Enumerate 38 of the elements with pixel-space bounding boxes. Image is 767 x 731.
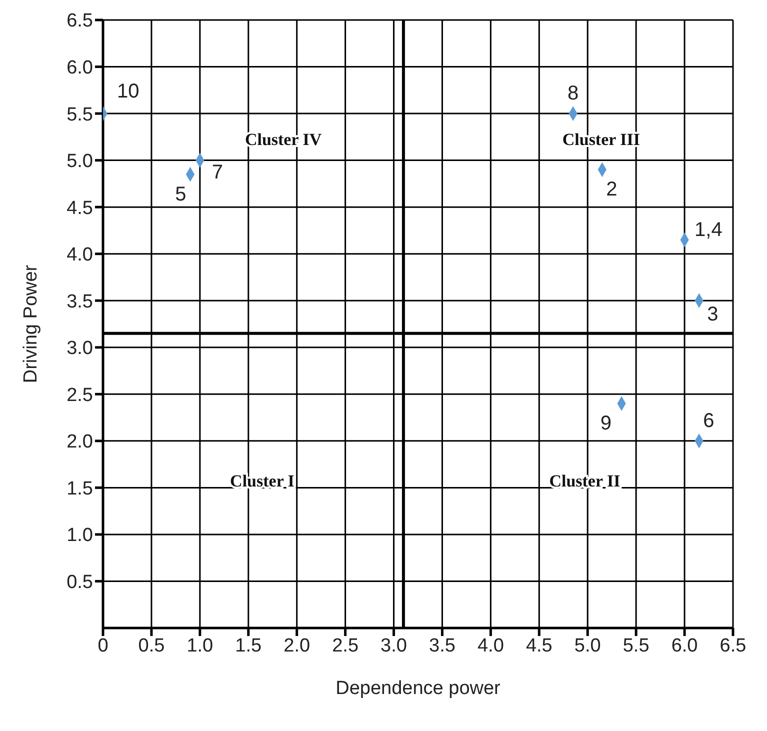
x-tick-label: 2.5	[332, 635, 359, 656]
x-tick-label: 3.0	[380, 635, 407, 656]
annotation: 2	[606, 178, 618, 201]
y-tick-label: 2.5	[66, 384, 93, 406]
annotation: 8	[568, 82, 579, 105]
x-tick-label: 0	[98, 635, 108, 656]
y-tick-label: 4.5	[66, 198, 93, 219]
y-tick-label: 2.0	[66, 432, 93, 453]
x-axis-title: Dependence power	[336, 678, 502, 699]
y-tick-label: 5.5	[66, 104, 93, 126]
y-tick-label: 1.0	[66, 525, 93, 546]
x-tick-label: 5.5	[622, 635, 650, 656]
x-tick-label: 3.5	[429, 635, 456, 656]
y-tick-label: 3.0	[66, 338, 93, 360]
annotation: 5	[175, 183, 186, 206]
y-tick-label: 5.0	[66, 151, 93, 172]
annotation: 7	[212, 161, 224, 184]
x-tick-label: 6.0	[671, 635, 698, 656]
annotation: 9	[600, 412, 612, 435]
x-tick-label: 4.0	[477, 635, 504, 656]
x-tick-label: 1.0	[186, 635, 214, 656]
annotation: 6	[703, 410, 714, 432]
x-tick-label: 4.5	[526, 635, 552, 656]
y-axis-title: Driving Power	[20, 264, 42, 384]
y-tick-label: 6.0	[66, 58, 93, 79]
y-tick-label: 6.5	[66, 10, 93, 32]
y-tick-label: 4.0	[66, 244, 93, 266]
y-tick-label: 3.5	[66, 291, 93, 312]
x-tick-label: 2.0	[284, 635, 310, 656]
x-tick-label: 0.5	[138, 635, 165, 656]
y-tick-label: 0.5	[66, 572, 93, 593]
x-tick-label: 5.0	[574, 635, 601, 656]
x-tick-label: 1.5	[235, 635, 262, 656]
annotation: 1,4	[694, 218, 722, 241]
annotation: 10	[117, 80, 140, 103]
x-tick-label: 6.5	[720, 635, 746, 656]
y-tick-label: 1.5	[66, 478, 93, 500]
annotation: 3	[707, 304, 718, 326]
